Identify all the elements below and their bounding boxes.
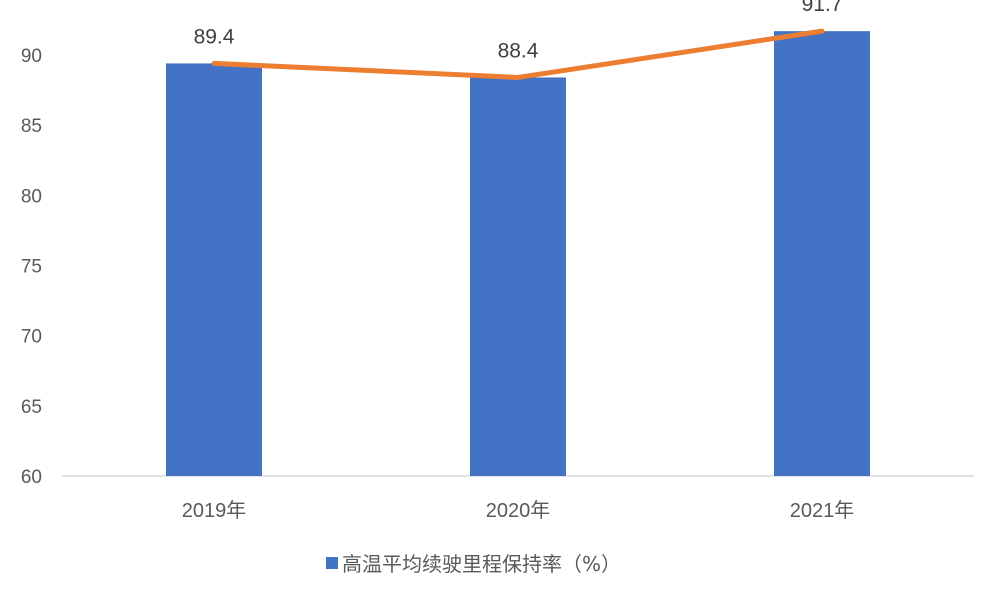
x-category-label: 2019年 <box>182 499 247 522</box>
data-label: 89.4 <box>194 25 235 48</box>
y-tick-label: 80 <box>21 186 42 207</box>
y-tick-label: 70 <box>21 327 42 348</box>
legend-label: 高温平均续驶里程保持率（%） <box>342 552 621 576</box>
x-axis-categories: 2019年 2020年 2021年 <box>182 499 855 522</box>
line-series <box>211 28 825 80</box>
legend-swatch <box>326 557 338 569</box>
y-tick-label: 75 <box>21 257 42 278</box>
y-tick-label: 85 <box>21 116 42 137</box>
legend: 高温平均续驶里程保持率（%） <box>326 552 621 576</box>
y-tick-label: 90 <box>21 46 42 67</box>
data-label: 91.7 <box>802 0 843 16</box>
y-tick-label: 60 <box>21 467 42 488</box>
y-tick-label: 65 <box>21 397 42 418</box>
bar <box>774 31 870 476</box>
x-category-label: 2021年 <box>790 499 855 522</box>
data-labels: 89.4 88.4 91.7 <box>194 0 843 62</box>
x-category-label: 2020年 <box>486 499 551 522</box>
bar <box>470 77 566 476</box>
bar <box>166 63 262 477</box>
bar-series <box>166 31 870 477</box>
data-label: 88.4 <box>498 39 539 62</box>
y-axis: 60 65 70 75 80 85 90 <box>21 46 42 488</box>
